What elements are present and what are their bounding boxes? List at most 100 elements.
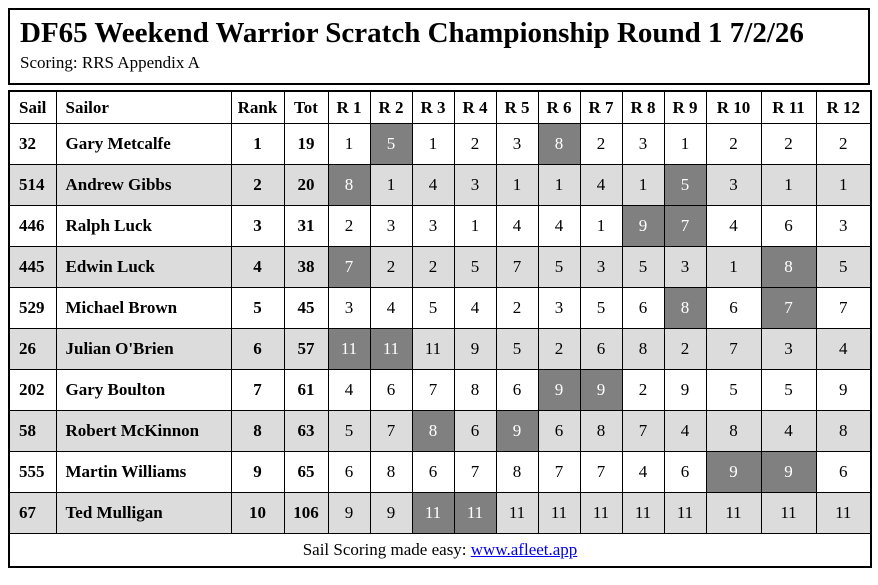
race-score-discarded: 7 xyxy=(327,246,371,288)
race-score: 5 xyxy=(815,246,872,288)
table-row: 26 Julian O'Brien 6 57 11 11 11 9 5 2 6 8 2 7 3 4 xyxy=(8,328,872,370)
tot-cell: 38 xyxy=(283,246,329,288)
race-score-discarded: 5 xyxy=(369,123,413,165)
race-score: 1 xyxy=(760,164,817,206)
race-score: 2 xyxy=(579,123,623,165)
race-score: 6 xyxy=(495,369,539,411)
race-score-discarded: 9 xyxy=(537,369,581,411)
sail-cell: 514 xyxy=(8,164,57,206)
race-score: 2 xyxy=(815,123,872,165)
race-score: 4 xyxy=(537,205,581,247)
col-header-r-7: R 7 xyxy=(579,90,623,124)
tot-cell: 45 xyxy=(283,287,329,329)
col-header-r-12: R 12 xyxy=(815,90,872,124)
race-score: 7 xyxy=(705,328,762,370)
race-score: 2 xyxy=(760,123,817,165)
sail-cell: 529 xyxy=(8,287,57,329)
race-score-discarded: 7 xyxy=(760,287,817,329)
page-title: DF65 Weekend Warrior Scratch Championshi… xyxy=(20,17,804,49)
sailor-cell: Gary Boulton xyxy=(55,369,232,411)
race-score: 2 xyxy=(495,287,539,329)
race-score: 9 xyxy=(663,369,707,411)
race-score: 9 xyxy=(327,492,371,534)
race-score: 4 xyxy=(327,369,371,411)
table-row: 58 Robert McKinnon 8 63 5 7 8 6 9 6 8 7 4 8 4 8 xyxy=(8,410,872,452)
sail-cell: 446 xyxy=(8,205,57,247)
race-score-discarded: 8 xyxy=(537,123,581,165)
race-score: 11 xyxy=(495,492,539,534)
col-header-sail: Sail xyxy=(8,90,57,124)
race-score: 5 xyxy=(495,328,539,370)
race-score: 3 xyxy=(705,164,762,206)
sailor-cell: Robert McKinnon xyxy=(55,410,232,452)
race-score: 8 xyxy=(453,369,497,411)
race-score: 2 xyxy=(411,246,455,288)
race-score: 1 xyxy=(705,246,762,288)
race-score-discarded: 11 xyxy=(453,492,497,534)
race-score: 4 xyxy=(369,287,413,329)
table-row: 445 Edwin Luck 4 38 7 2 2 5 7 5 3 5 3 1 8 5 xyxy=(8,246,872,288)
race-score: 5 xyxy=(760,369,817,411)
race-score: 4 xyxy=(705,205,762,247)
race-score: 11 xyxy=(411,328,455,370)
afleet-link[interactable]: www.afleet.app xyxy=(470,540,578,559)
race-score: 7 xyxy=(369,410,413,452)
race-score: 3 xyxy=(621,123,665,165)
col-header-r-8: R 8 xyxy=(621,90,665,124)
rank-cell: 4 xyxy=(230,246,285,288)
sailor-cell: Ralph Luck xyxy=(55,205,232,247)
race-score: 5 xyxy=(411,287,455,329)
race-score: 3 xyxy=(815,205,872,247)
col-header-rank: Rank xyxy=(230,90,285,124)
race-score: 1 xyxy=(621,164,665,206)
race-score: 3 xyxy=(327,287,371,329)
race-score-discarded: 11 xyxy=(369,328,413,370)
sailor-cell: Ted Mulligan xyxy=(55,492,232,534)
race-score: 2 xyxy=(369,246,413,288)
race-score: 7 xyxy=(495,246,539,288)
table-row: 67 Ted Mulligan 10 106 9 9 11 11 11 11 11 11 11 11 11 1… xyxy=(8,492,872,534)
race-score: 6 xyxy=(663,451,707,493)
sailor-cell: Michael Brown xyxy=(55,287,232,329)
race-score: 6 xyxy=(453,410,497,452)
race-score: 6 xyxy=(621,287,665,329)
race-score: 8 xyxy=(705,410,762,452)
race-score: 9 xyxy=(369,492,413,534)
race-score: 6 xyxy=(411,451,455,493)
race-score: 1 xyxy=(495,164,539,206)
race-score: 2 xyxy=(663,328,707,370)
race-score: 8 xyxy=(621,328,665,370)
race-score: 7 xyxy=(815,287,872,329)
race-score: 3 xyxy=(760,328,817,370)
sailor-cell: Edwin Luck xyxy=(55,246,232,288)
footer-row: Sail Scoring made easy: www.afleet.app xyxy=(8,533,872,568)
tot-cell: 65 xyxy=(283,451,329,493)
col-header-r-2: R 2 xyxy=(369,90,413,124)
sail-cell: 555 xyxy=(8,451,57,493)
col-header-r-4: R 4 xyxy=(453,90,497,124)
race-score: 3 xyxy=(495,123,539,165)
race-score: 4 xyxy=(760,410,817,452)
race-score: 6 xyxy=(760,205,817,247)
tot-cell: 31 xyxy=(283,205,329,247)
rank-cell: 9 xyxy=(230,451,285,493)
race-score: 5 xyxy=(453,246,497,288)
race-score: 8 xyxy=(579,410,623,452)
title-box: DF65 Weekend Warrior Scratch Championshi… xyxy=(8,8,870,85)
col-header-r-9: R 9 xyxy=(663,90,707,124)
table-row: 529 Michael Brown 5 45 3 4 5 4 2 3 5 6 8 6 7 7 xyxy=(8,287,872,329)
table-row: 32 Gary Metcalfe 1 19 1 5 1 2 3 8 2 3 1 2 2 2 xyxy=(8,123,872,165)
col-header-r-10: R 10 xyxy=(705,90,762,124)
race-score-discarded: 9 xyxy=(760,451,817,493)
rank-cell: 6 xyxy=(230,328,285,370)
race-score: 2 xyxy=(537,328,581,370)
col-header-r-6: R 6 xyxy=(537,90,581,124)
sail-cell: 26 xyxy=(8,328,57,370)
race-score-discarded: 9 xyxy=(705,451,762,493)
race-score: 5 xyxy=(537,246,581,288)
race-score: 6 xyxy=(815,451,872,493)
race-score: 5 xyxy=(621,246,665,288)
sailor-cell: Andrew Gibbs xyxy=(55,164,232,206)
